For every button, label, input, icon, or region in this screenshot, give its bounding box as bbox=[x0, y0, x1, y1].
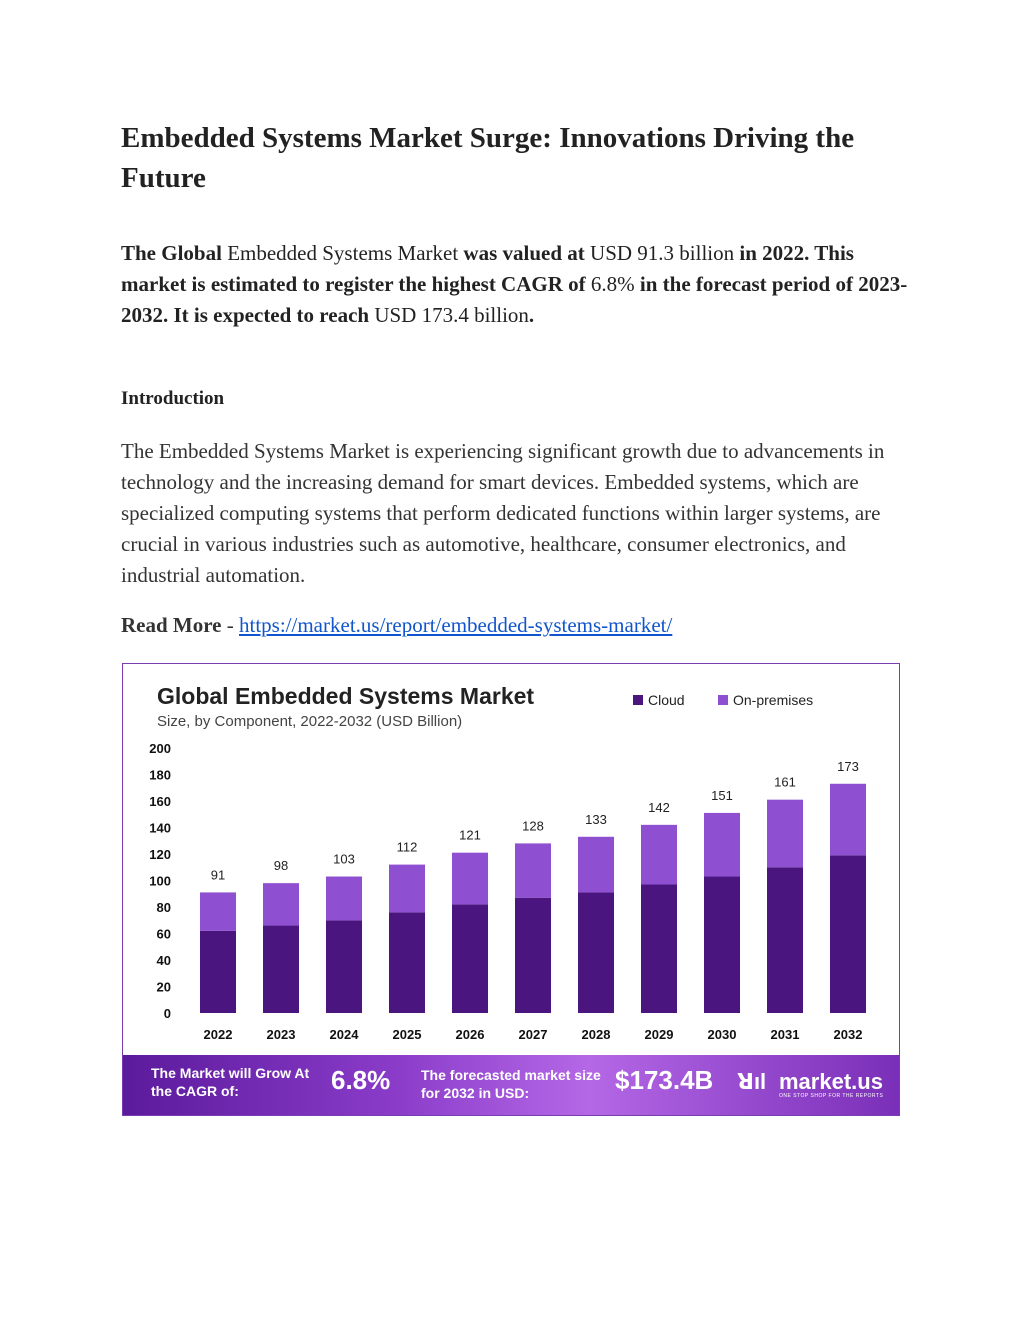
bar-2023-onpremises bbox=[263, 883, 299, 926]
y-tick-label-5: 100 bbox=[149, 874, 171, 889]
legend-label-2: On-premises bbox=[733, 692, 813, 708]
y-tick-label-9: 180 bbox=[149, 768, 171, 783]
y-tick-label-0: 0 bbox=[164, 1006, 171, 1021]
y-tick-label-4: 80 bbox=[157, 900, 171, 915]
market-us-logo-tagline: ONE STOP SHOP FOR THE REPORTS bbox=[779, 1093, 884, 1099]
y-tick-label-2: 40 bbox=[157, 953, 171, 968]
bar-2026-cloud bbox=[452, 904, 488, 1013]
bar-2027-onpremises bbox=[515, 843, 551, 898]
data-label-2024: 103 bbox=[333, 852, 355, 867]
data-label-2025: 112 bbox=[397, 840, 418, 855]
bar-2029-onpremises bbox=[641, 824, 677, 885]
y-tick-label-10: 200 bbox=[149, 741, 171, 756]
bar-2031-onpremises bbox=[767, 799, 803, 868]
bar-2029-cloud bbox=[641, 884, 677, 1013]
read-more-line: Read More - https://market.us/report/emb… bbox=[121, 610, 672, 641]
x-tick-label-2030: 2030 bbox=[708, 1027, 737, 1042]
legend-label-1: Cloud bbox=[648, 692, 685, 708]
y-tick-label-6: 120 bbox=[149, 847, 171, 862]
bar-2025-onpremises bbox=[389, 864, 425, 913]
bar-2024-onpremises bbox=[326, 876, 362, 921]
y-tick-label-1: 20 bbox=[157, 980, 171, 995]
introduction-paragraph: The Embedded Systems Market is experienc… bbox=[121, 439, 885, 587]
data-label-2031: 161 bbox=[774, 775, 796, 790]
x-tick-label-2025: 2025 bbox=[393, 1027, 422, 1042]
forecast-value: $173.4B bbox=[615, 1065, 714, 1095]
data-label-2026: 121 bbox=[459, 828, 481, 843]
market-us-logo-text: market.us bbox=[779, 1069, 883, 1094]
x-tick-label-2024: 2024 bbox=[330, 1027, 360, 1042]
data-label-2028: 133 bbox=[585, 812, 607, 827]
y-tick-label-8: 160 bbox=[149, 794, 171, 809]
x-tick-label-2032: 2032 bbox=[834, 1027, 863, 1042]
lead-paragraph: The Global Embedded Systems Market was v… bbox=[121, 238, 911, 331]
chart-title: Global Embedded Systems Market bbox=[157, 683, 534, 709]
bar-2032-onpremises bbox=[830, 783, 866, 856]
bar-2022-cloud bbox=[200, 930, 236, 1013]
legend-swatch-1 bbox=[633, 695, 643, 705]
read-more-label: Read More bbox=[121, 613, 222, 637]
read-more-separator: - bbox=[221, 613, 239, 637]
bar-chart: Global Embedded Systems Market Size, by C… bbox=[149, 683, 866, 1042]
section-heading-introduction: Introduction bbox=[121, 388, 225, 409]
bar-2024-cloud bbox=[326, 920, 362, 1013]
bar-2030-cloud bbox=[704, 876, 740, 1013]
lead-part-1: The Global bbox=[121, 241, 222, 265]
lead-part-8: USD 173.4 billion bbox=[374, 303, 529, 327]
bar-2027-cloud bbox=[515, 897, 551, 1013]
market-us-logo-icon: ꓤıl bbox=[737, 1069, 767, 1094]
bar-2028-cloud bbox=[578, 892, 614, 1013]
x-tick-label-2023: 2023 bbox=[267, 1027, 296, 1042]
y-tick-label-3: 60 bbox=[157, 927, 171, 942]
market-infographic: Global Embedded Systems Market Size, by C… bbox=[122, 663, 900, 1116]
bar-2023-cloud bbox=[263, 925, 299, 1013]
data-label-2032: 173 bbox=[837, 759, 859, 774]
lead-part-2: Embedded Systems Market bbox=[227, 241, 459, 265]
data-label-2030: 151 bbox=[711, 788, 733, 803]
lead-part-5: in 2022. This market is estimated to reg… bbox=[121, 241, 854, 296]
bar-2028-onpremises bbox=[578, 836, 614, 893]
x-tick-label-2027: 2027 bbox=[519, 1027, 548, 1042]
x-tick-label-2028: 2028 bbox=[582, 1027, 611, 1042]
data-label-2027: 128 bbox=[522, 818, 544, 833]
cagr-value: 6.8% bbox=[331, 1065, 391, 1095]
data-label-2029: 142 bbox=[648, 800, 670, 815]
lead-part-6: 6.8% bbox=[590, 272, 635, 296]
forecast-label: The forecasted market size for 2032 in U… bbox=[421, 1067, 601, 1101]
bar-2025-cloud bbox=[389, 912, 425, 1013]
lead-part-9: . bbox=[528, 303, 535, 327]
chart-subtitle: Size, by Component, 2022-2032 (USD Billi… bbox=[157, 713, 462, 730]
x-tick-label-2029: 2029 bbox=[645, 1027, 674, 1042]
bar-2022-onpremises bbox=[200, 892, 236, 931]
x-tick-label-2022: 2022 bbox=[204, 1027, 233, 1042]
cagr-label: The Market will Grow At the CAGR of: bbox=[151, 1065, 310, 1099]
bar-2026-onpremises bbox=[452, 852, 488, 905]
page-title: Embedded Systems Market Surge: Innovatio… bbox=[121, 122, 855, 194]
x-tick-label-2026: 2026 bbox=[456, 1027, 485, 1042]
y-tick-label-7: 140 bbox=[149, 821, 171, 836]
legend-swatch-2 bbox=[718, 695, 728, 705]
x-tick-label-2031: 2031 bbox=[771, 1027, 800, 1042]
data-label-2022: 91 bbox=[211, 867, 225, 882]
data-label-2023: 98 bbox=[274, 858, 288, 873]
bar-2032-cloud bbox=[830, 855, 866, 1013]
lead-part-7: in the forecast period of 2023-2032. It … bbox=[121, 272, 908, 327]
lead-part-3: was valued at bbox=[463, 241, 585, 265]
bar-2030-onpremises bbox=[704, 812, 740, 877]
bar-2031-cloud bbox=[767, 867, 803, 1013]
read-more-link[interactable]: https://market.us/report/embedded-system… bbox=[239, 613, 673, 637]
lead-part-4: USD 91.3 billion bbox=[590, 241, 735, 265]
infographic-banner: The Market will Grow At the CAGR of: 6.8… bbox=[123, 1055, 899, 1115]
